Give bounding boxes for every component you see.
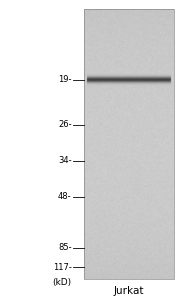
Text: 48-: 48- (58, 192, 72, 201)
Text: 26-: 26- (58, 120, 72, 129)
Text: (kD): (kD) (52, 278, 72, 286)
Text: 19-: 19- (58, 75, 72, 84)
Text: 34-: 34- (58, 156, 72, 165)
Bar (84, 9, 174, 279)
Text: 117-: 117- (53, 262, 72, 272)
Text: Jurkat: Jurkat (114, 286, 144, 296)
Text: 85-: 85- (58, 243, 72, 252)
